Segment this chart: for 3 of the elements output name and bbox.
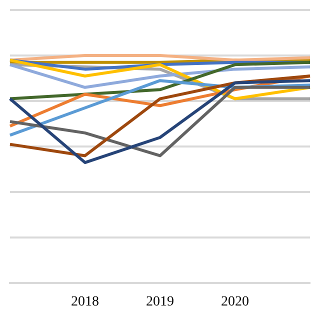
x-tick-label: 2020 [221, 294, 249, 310]
x-tick-label: 2018 [71, 294, 99, 310]
x-tick-label: 2019 [146, 294, 174, 310]
